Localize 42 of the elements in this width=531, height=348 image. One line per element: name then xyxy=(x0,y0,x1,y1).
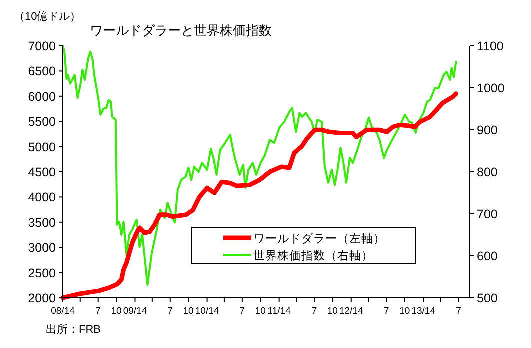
legend-label: 世界株価指数（右軸） xyxy=(254,250,374,262)
chart-title: ワールドダラーと世界株価指数 xyxy=(90,23,272,38)
y2-tick-label: 900 xyxy=(477,124,498,138)
x-tick-label: 7 xyxy=(384,306,390,317)
x-tick-label: 7 xyxy=(456,306,462,317)
y-tick-label: 3500 xyxy=(28,216,56,230)
y2-tick-label: 800 xyxy=(477,166,498,180)
y2-tick-label: 500 xyxy=(477,292,498,306)
x-tick-label: 10 xyxy=(400,306,410,317)
y-tick-label: 2000 xyxy=(28,292,56,306)
y-tick-label: 3000 xyxy=(28,241,56,256)
x-tick-label: 10 xyxy=(255,306,266,317)
y-tick-label: 6500 xyxy=(28,64,56,79)
x-tick-label: 10 xyxy=(327,306,338,317)
y-tick-label: 4000 xyxy=(28,190,56,205)
y-tick-label: 5000 xyxy=(28,140,56,154)
x-tick-label: 12/14 xyxy=(339,306,364,317)
y-tick-label: 7000 xyxy=(28,40,56,54)
x-tick-label: 7 xyxy=(168,306,174,317)
legend-label: ワールドダラー（左軸） xyxy=(254,232,386,246)
y2-tick-label: 600 xyxy=(477,250,498,264)
y-tick-label: 4500 xyxy=(28,166,56,180)
y-tick-label: 6000 xyxy=(28,90,56,104)
x-tick-label: 7 xyxy=(312,306,318,317)
y2-tick-label: 1000 xyxy=(477,82,505,96)
x-tick-label: 13/14 xyxy=(412,306,436,317)
x-tick-label: 10 xyxy=(111,306,122,317)
y2-tick-label: 1100 xyxy=(477,40,504,54)
x-tick-label: 08/14 xyxy=(51,306,75,317)
x-tick-label: 10/14 xyxy=(195,306,220,317)
text: 出所：FRB xyxy=(46,323,101,336)
line-series xyxy=(62,45,458,286)
y-axis-title: （10億ドル） xyxy=(14,10,82,23)
y2-tick-label: 700 xyxy=(477,208,498,222)
line-series xyxy=(60,92,458,300)
x-tick-label: 7 xyxy=(240,306,246,317)
y-tick-label: 2500 xyxy=(28,266,56,280)
x-tick-label: 7 xyxy=(96,306,101,317)
x-tick-label: 10 xyxy=(183,306,194,317)
x-tick-label: 11/14 xyxy=(268,306,291,317)
x-tick-label: 09/14 xyxy=(123,306,148,317)
y-tick-label: 5500 xyxy=(28,115,56,130)
